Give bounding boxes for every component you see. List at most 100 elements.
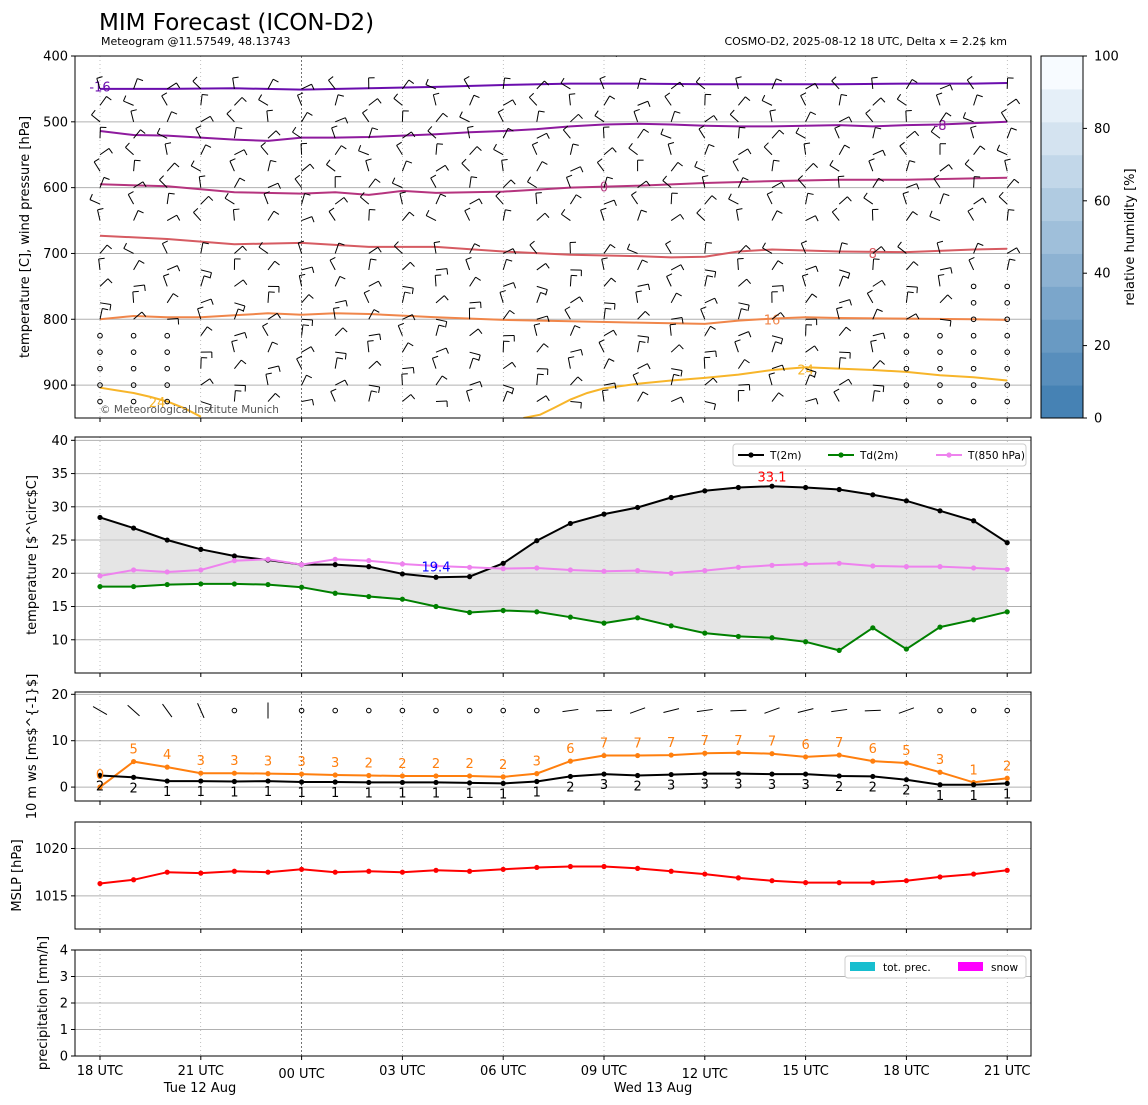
wind-barb	[301, 56, 303, 57]
wind-barb	[99, 177, 105, 188]
mslp-panel: 1015 1020 MSLP [hPa]	[10, 821, 1032, 933]
wind-barb-flag	[409, 211, 415, 217]
y-tick-label: 900	[43, 379, 68, 394]
wind-barb-flag	[262, 322, 268, 327]
wind-barb-flag	[473, 94, 480, 99]
wind-barb	[536, 315, 548, 320]
wind-barb	[326, 164, 336, 172]
wind-barb	[435, 112, 444, 123]
wind-barb	[331, 127, 336, 139]
isotherm-label: 0	[600, 180, 608, 195]
panel-frame	[74, 949, 1032, 1057]
time-tick-label: 00 UTC	[278, 1067, 324, 1082]
data-point	[164, 778, 170, 784]
mean-wind-label: 3	[734, 778, 742, 793]
data-point	[702, 750, 708, 756]
data-point	[635, 504, 641, 511]
colorbar-band	[1041, 56, 1083, 90]
wind-barb	[905, 79, 913, 90]
wind-barb	[368, 390, 372, 402]
wind-barb	[766, 193, 773, 205]
wind-barb-flag	[560, 77, 565, 84]
colorbar-band	[1041, 220, 1083, 254]
time-axis: 18 UTC 21 UTC 00 UTC 03 UTC 06 UTC 09 UTC 12 U…	[77, 1064, 1031, 1096]
wind-barb-flag	[239, 177, 246, 182]
wind-barb-flag	[631, 44, 636, 48]
wind-barb-flag	[748, 331, 752, 338]
wind-barb	[805, 293, 813, 304]
wind-barb-flag	[871, 76, 878, 79]
wind-barb	[603, 199, 615, 205]
data-point	[97, 784, 103, 790]
calm-barb	[1004, 283, 1011, 290]
wind-barb	[738, 278, 748, 287]
wind-barb-flag	[781, 182, 785, 188]
data-point	[903, 760, 910, 766]
wind-barb-flag	[736, 208, 743, 211]
wind-barb	[267, 130, 277, 139]
calm-barb	[1004, 316, 1011, 323]
data-point	[668, 570, 674, 576]
wind-barb-flag	[745, 96, 751, 101]
wind-barb	[839, 56, 840, 57]
wind-barb	[127, 194, 135, 205]
calm-barb	[903, 382, 910, 388]
wind-barb	[497, 111, 504, 123]
wind-barb-flag	[174, 162, 180, 168]
wind-barb	[166, 162, 175, 172]
calm-barb	[970, 316, 977, 323]
upper-air-panel: -16-808162424400500600700800900temperatu…	[18, 44, 1032, 422]
wind-barb-flag	[761, 94, 766, 101]
wind-barb	[602, 127, 605, 139]
extreme-label: 33.1	[758, 471, 787, 486]
mean-wind-label: 1	[331, 786, 339, 801]
calm-barb	[97, 332, 103, 339]
wind-barb-flag	[713, 403, 717, 410]
data-point	[198, 770, 204, 776]
wind-barb-flag	[996, 144, 1001, 151]
wind-barb	[632, 374, 639, 386]
data-point	[937, 769, 943, 775]
wind-barb-flag	[535, 44, 541, 45]
wind-barb-flag	[714, 271, 717, 278]
wind-barb-flag	[208, 48, 213, 52]
wind-barb-flag	[275, 130, 281, 136]
wind-barb-flag	[371, 390, 378, 393]
gust-label: 2	[365, 756, 373, 771]
wind-barb	[761, 100, 773, 106]
wind-barb	[872, 279, 883, 287]
isotherm-line	[99, 120, 1008, 142]
wind-barb	[499, 292, 504, 303]
wind-barb-flag	[474, 243, 481, 247]
colorbar-frame	[1040, 55, 1084, 419]
wind-barb	[234, 245, 243, 254]
plot-area	[75, 692, 1031, 801]
wind-barb-flag	[882, 332, 886, 340]
data-point	[702, 630, 708, 636]
wind-barb	[872, 127, 876, 139]
wind-barb-flag	[478, 198, 483, 205]
wind-barb	[166, 111, 172, 123]
data-point	[567, 863, 574, 870]
data-point	[332, 556, 338, 562]
data-point	[635, 615, 641, 621]
data-point	[567, 614, 574, 620]
wind-barb	[91, 114, 101, 123]
wind-barb-flag	[968, 256, 975, 261]
wind-barb	[670, 374, 675, 386]
mean-wind-label: 3	[768, 778, 776, 793]
data-point	[366, 868, 372, 874]
y-tick-label: 0	[60, 1050, 68, 1065]
wind-barb	[797, 179, 806, 188]
wind-barb	[300, 143, 303, 155]
calm-barb	[1004, 300, 1011, 306]
wind-barb-flag	[242, 279, 248, 286]
wind-barb-flag	[528, 92, 535, 98]
wind-barb-flag	[274, 260, 280, 266]
wind-barb-flag	[715, 350, 717, 358]
wind-barb	[771, 285, 784, 287]
y-tick-label: 35	[51, 467, 68, 482]
wind-barb	[99, 308, 103, 320]
data-point	[903, 646, 910, 652]
